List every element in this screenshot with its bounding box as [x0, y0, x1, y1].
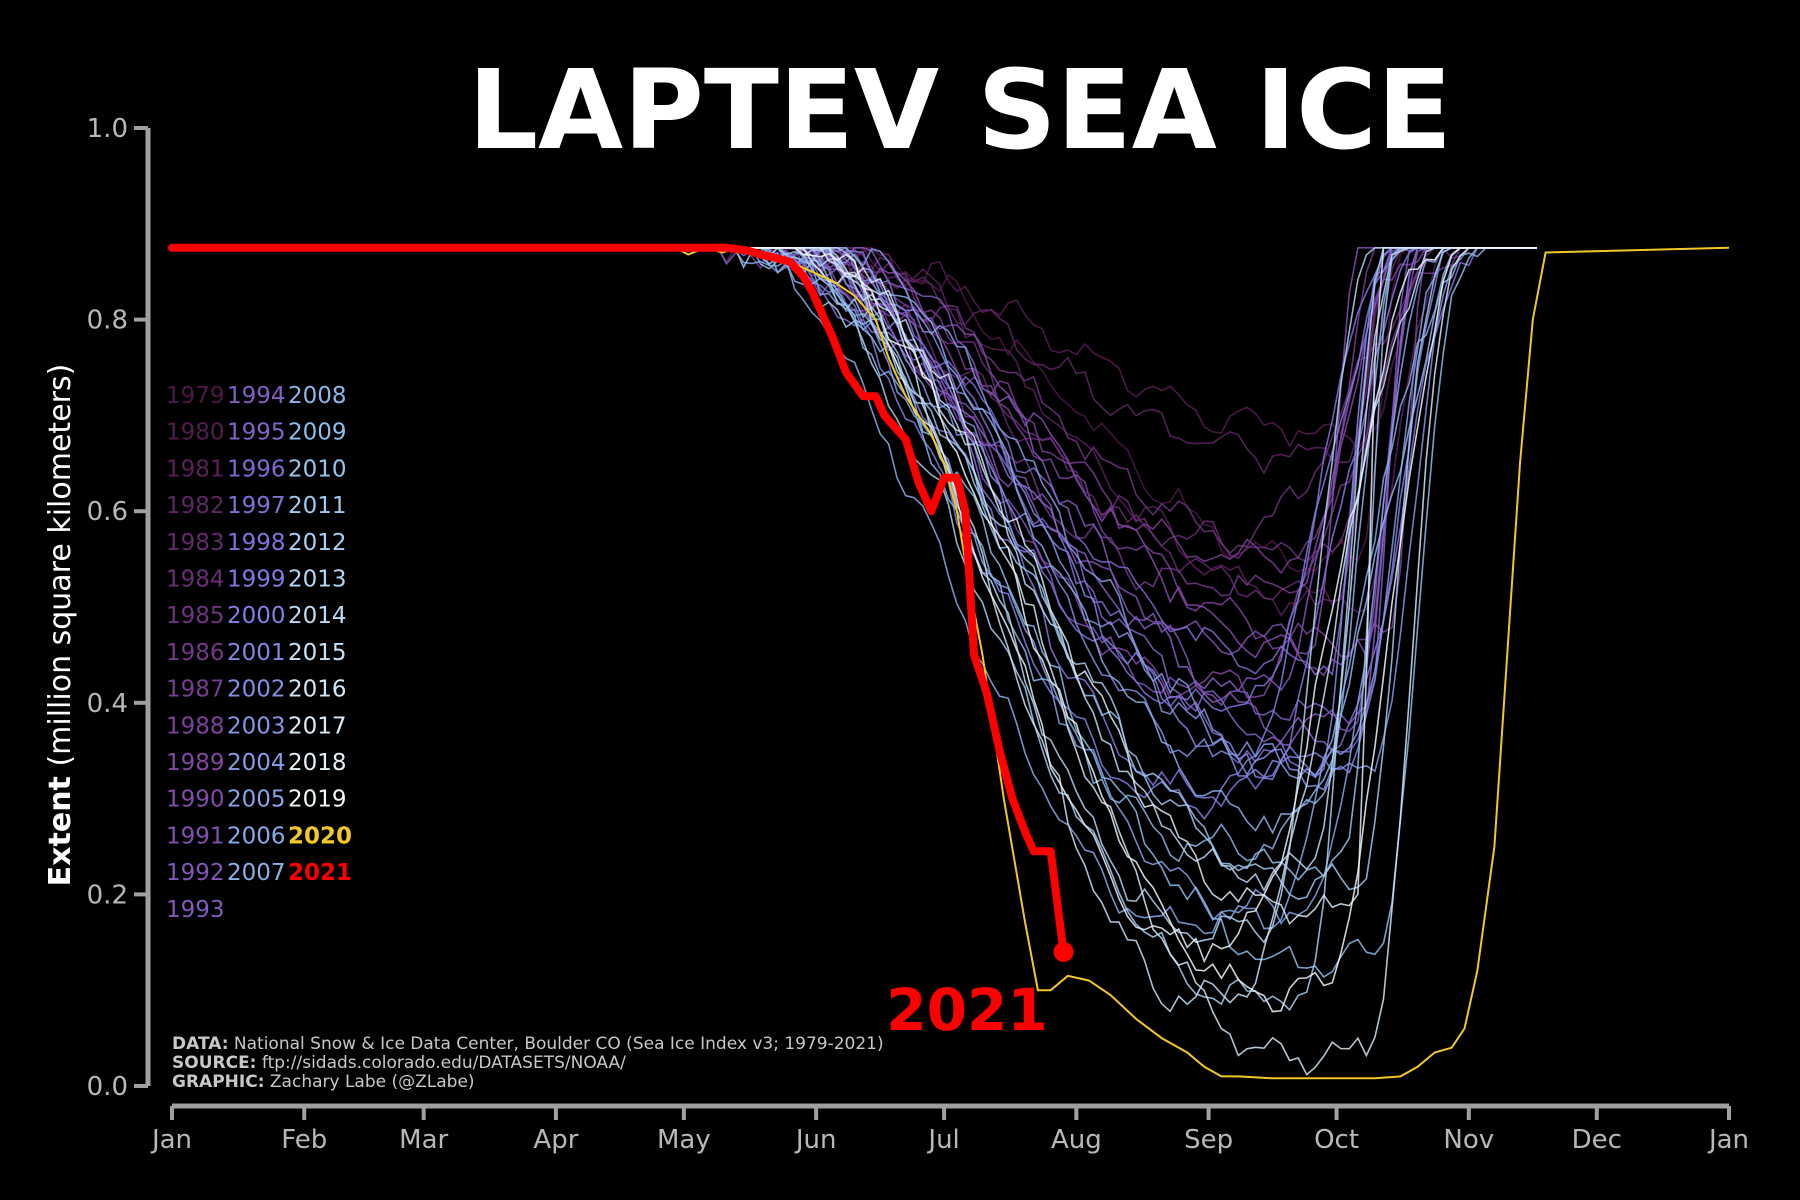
- legend-item-1991: 1991: [166, 823, 225, 849]
- series-1992: [641, 247, 1537, 707]
- legend-item-2005: 2005: [227, 787, 286, 813]
- series-2021-line: [168, 243, 1068, 956]
- legend-item-1981: 1981: [166, 456, 225, 482]
- legend: 1979 1980 1981 1982 1983 1984 1985 1986 1987 1988…: [166, 383, 352, 923]
- axes: 0.0 0.2 0.4 0.6 0.8 1.0 Jan Feb Mar Apr May Jun Jul A…: [87, 114, 1749, 1155]
- legend-item-1983: 1983: [166, 530, 225, 556]
- legend-item-1979: 1979: [166, 383, 225, 409]
- series-1989: [641, 247, 1537, 699]
- legend-item-2007: 2007: [227, 860, 286, 886]
- credit-text: ftp://sidads.colorado.edu/DATASETS/NOAA/: [256, 1053, 626, 1073]
- legend-item-2020: 2020: [288, 823, 352, 849]
- y-axis-label: Extent (million square kilometers): [43, 364, 78, 887]
- legend-item-1997: 1997: [227, 493, 286, 519]
- legend-item-1980: 1980: [166, 420, 225, 446]
- legend-item-1982: 1982: [166, 493, 225, 519]
- y-tick-label: 0.8: [87, 306, 128, 336]
- legend-item-1995: 1995: [227, 420, 286, 446]
- x-tick-label: Jul: [926, 1125, 959, 1155]
- series-1988: [641, 247, 1537, 658]
- credit-label: GRAPHIC:: [172, 1072, 265, 1092]
- x-tick-label: Sep: [1184, 1125, 1233, 1155]
- legend-item-1992: 1992: [166, 860, 225, 886]
- legend-item-2001: 2001: [227, 640, 286, 666]
- y-tick-label: 0.4: [87, 689, 128, 719]
- series-1986: [641, 246, 1537, 597]
- series-2021-endpoint: [1053, 941, 1074, 962]
- credit-label: DATA:: [172, 1034, 229, 1054]
- legend-item-2000: 2000: [227, 603, 286, 629]
- series-2011: [641, 247, 1537, 901]
- legend-item-1993: 1993: [166, 897, 225, 923]
- x-tick-label: Jan: [1707, 1125, 1749, 1155]
- legend-item-1989: 1989: [166, 750, 225, 776]
- legend-item-2017: 2017: [288, 713, 347, 739]
- legend-item-2002: 2002: [227, 677, 286, 703]
- legend-item-1999: 1999: [227, 567, 286, 593]
- legend-item-2009: 2009: [288, 420, 347, 446]
- legend-item-2018: 2018: [288, 750, 347, 776]
- other-years-lines: [641, 246, 1537, 1076]
- x-tick-label: Feb: [281, 1125, 327, 1155]
- credit-text: National Snow & Ice Data Center, Boulder…: [229, 1034, 884, 1054]
- series-2008: [641, 247, 1537, 863]
- y-axis-label-bold: Extent: [43, 776, 78, 886]
- legend-item-2003: 2003: [227, 713, 286, 739]
- series-2005: [641, 246, 1537, 926]
- y-tick-label: 0.6: [87, 497, 128, 527]
- legend-item-1986: 1986: [166, 640, 225, 666]
- legend-item-1988: 1988: [166, 713, 225, 739]
- x-tick-label: Apr: [533, 1125, 578, 1155]
- credit-line: GRAPHIC: Zachary Labe (@ZLabe): [172, 1072, 475, 1092]
- legend-item-2008: 2008: [288, 383, 347, 409]
- legend-item-2006: 2006: [227, 823, 286, 849]
- series-2016: [641, 247, 1537, 1076]
- series-2019: [641, 247, 1537, 1013]
- credit-text: Zachary Labe (@ZLabe): [265, 1072, 475, 1092]
- x-tick-label: Jan: [150, 1125, 192, 1155]
- legend-item-2011: 2011: [288, 493, 347, 519]
- series-1980: [641, 247, 1537, 451]
- legend-item-1998: 1998: [227, 530, 286, 556]
- legend-item-2013: 2013: [288, 567, 347, 593]
- x-tick-label: Nov: [1443, 1125, 1494, 1155]
- x-tick-label: Mar: [399, 1125, 448, 1155]
- credit-label: SOURCE:: [172, 1053, 256, 1073]
- credit-line: SOURCE: ftp://sidads.colorado.edu/DATASE…: [172, 1053, 626, 1073]
- legend-item-1987: 1987: [166, 677, 225, 703]
- y-axis-label-rest: (million square kilometers): [43, 364, 78, 776]
- x-tick-label: Aug: [1051, 1125, 1102, 1155]
- legend-item-1996: 1996: [227, 456, 286, 482]
- legend-item-2012: 2012: [288, 530, 347, 556]
- legend-item-2010: 2010: [288, 456, 347, 482]
- legend-item-2021: 2021: [288, 860, 352, 886]
- y-tick-label: 0.2: [87, 880, 128, 910]
- legend-item-1994: 1994: [227, 383, 286, 409]
- y-tick-label: 0.0: [87, 1072, 128, 1102]
- legend-item-1985: 1985: [166, 603, 225, 629]
- series-2013: [641, 247, 1537, 944]
- legend-item-2019: 2019: [288, 787, 347, 813]
- legend-item-1990: 1990: [166, 787, 225, 813]
- x-tick-label: Jun: [794, 1125, 837, 1155]
- legend-item-2004: 2004: [227, 750, 286, 776]
- series-2018: [641, 247, 1537, 964]
- chart-title: LAPTEV SEA ICE: [468, 46, 1452, 174]
- x-tick-label: May: [657, 1125, 711, 1155]
- legend-item-1984: 1984: [166, 567, 225, 593]
- y-tick-label: 1.0: [87, 114, 128, 144]
- series-2006: [641, 247, 1537, 935]
- legend-item-2016: 2016: [288, 677, 347, 703]
- credit-line: DATA: National Snow & Ice Data Center, B…: [172, 1034, 884, 1054]
- x-tick-label: Oct: [1314, 1125, 1359, 1155]
- legend-item-2015: 2015: [288, 640, 347, 666]
- series-2021: [168, 243, 1074, 962]
- annotation-2021: 2021: [886, 976, 1047, 1044]
- x-tick-label: Dec: [1572, 1125, 1622, 1155]
- legend-item-2014: 2014: [288, 603, 347, 629]
- credits: DATA: National Snow & Ice Data Center, B…: [172, 1034, 884, 1092]
